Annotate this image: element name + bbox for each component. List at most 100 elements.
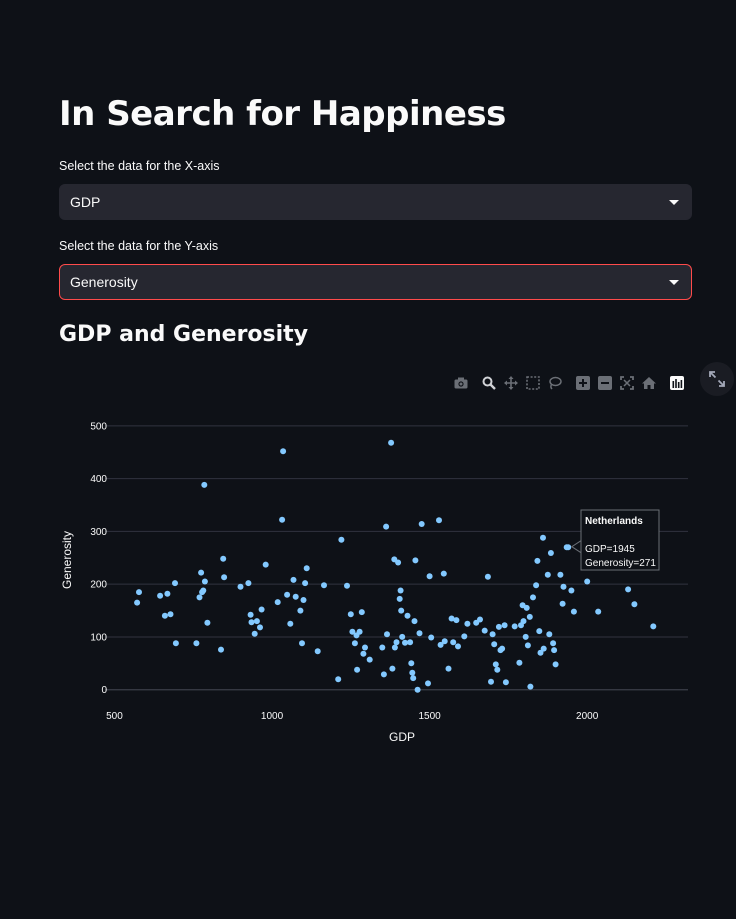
scatter-point[interactable] [380, 671, 387, 678]
scatter-point[interactable] [395, 559, 402, 566]
scatter-point[interactable] [196, 594, 203, 601]
scatter-point[interactable] [391, 644, 398, 651]
scatter-point[interactable] [551, 647, 558, 654]
scatter-point[interactable] [416, 630, 423, 637]
scatter-point[interactable] [650, 623, 657, 630]
pan-icon[interactable] [500, 374, 522, 392]
scatter-point[interactable] [383, 523, 390, 530]
scatter-point[interactable] [349, 628, 356, 635]
scatter-point[interactable] [384, 631, 390, 638]
scatter-plot[interactable]: 0 100 200 300 400 500 500 1000 1500 2000 GDP Gen… [0, 400, 736, 760]
scatter-point[interactable] [533, 582, 540, 589]
scatter-point[interactable] [550, 640, 557, 647]
camera-icon[interactable] [450, 374, 472, 392]
scatter-point[interactable] [398, 607, 405, 614]
scatter-point[interactable] [595, 608, 602, 615]
scatter-point[interactable] [321, 582, 327, 589]
zoom-in-icon[interactable] [572, 374, 594, 392]
scatter-point[interactable] [237, 583, 244, 590]
scatter-point[interactable] [526, 613, 533, 620]
fullscreen-button[interactable] [700, 362, 734, 396]
plotly-logo-icon[interactable] [666, 374, 688, 392]
scatter-point[interactable] [428, 634, 435, 641]
scatter-point[interactable] [425, 680, 431, 687]
scatter-point[interactable] [477, 616, 483, 623]
scatter-point[interactable] [303, 565, 310, 572]
scatter-point[interactable] [537, 649, 544, 656]
scatter-point[interactable] [409, 669, 416, 676]
scatter-point[interactable] [445, 665, 452, 672]
scatter-point[interactable] [393, 639, 400, 646]
scatter-point[interactable] [402, 639, 408, 646]
scatter-point[interactable] [134, 599, 141, 606]
y-axis-select[interactable]: Generosity [59, 264, 692, 300]
scatter-point[interactable] [245, 580, 252, 587]
scatter-point[interactable] [161, 612, 168, 619]
scatter-point[interactable] [314, 648, 321, 655]
scatter-point[interactable] [172, 640, 179, 647]
scatter-point[interactable] [279, 516, 286, 523]
scatter-point[interactable] [501, 622, 508, 629]
scatter-point[interactable] [522, 633, 529, 640]
scatter-point[interactable] [379, 644, 386, 651]
scatter-point[interactable] [488, 678, 494, 685]
scatter-point[interactable] [335, 676, 342, 683]
scatter-point[interactable] [262, 561, 269, 568]
scatter-point[interactable] [448, 615, 455, 622]
scatter-point[interactable] [404, 612, 411, 619]
scatter-point[interactable] [491, 641, 498, 648]
scatter-point[interactable] [258, 606, 265, 613]
scatter-point[interactable] [461, 633, 468, 640]
scatter-point[interactable] [389, 665, 396, 672]
scatter-point[interactable] [481, 627, 488, 634]
scatter-point[interactable] [284, 591, 291, 598]
scatter-point[interactable] [426, 573, 433, 580]
scatter-point[interactable] [399, 633, 406, 640]
scatter-point[interactable] [136, 589, 142, 596]
scatter-point[interactable] [351, 640, 358, 647]
scatter-point[interactable] [290, 576, 297, 583]
scatter-point[interactable] [492, 661, 499, 668]
scatter-point[interactable] [540, 645, 547, 652]
scatter-point[interactable] [157, 592, 164, 599]
scatter-point[interactable] [570, 608, 577, 615]
scatter-point[interactable] [536, 628, 543, 635]
scatter-point[interactable] [287, 620, 294, 627]
scatter-point[interactable] [253, 618, 260, 625]
scatter-point[interactable] [344, 582, 350, 589]
scatter-point[interactable] [547, 550, 554, 556]
scatter-point[interactable] [338, 536, 345, 543]
scatter-point[interactable] [292, 593, 299, 600]
scatter-point[interactable] [193, 640, 200, 647]
scatter-point[interactable] [631, 601, 638, 608]
scatter-point[interactable] [546, 631, 553, 638]
scatter-point[interactable] [297, 607, 304, 614]
scatter-point[interactable] [396, 595, 403, 602]
x-axis-select[interactable]: GDP [59, 184, 692, 220]
scatter-point[interactable] [527, 683, 534, 690]
scatter-point[interactable] [455, 643, 461, 650]
scatter-point[interactable] [362, 644, 368, 651]
scatter-point[interactable] [516, 659, 523, 666]
scatter-point[interactable] [172, 580, 178, 587]
scatter-point[interactable] [299, 640, 305, 647]
scatter-point[interactable] [366, 656, 373, 663]
scatter-point[interactable] [201, 578, 208, 585]
scatter-point[interactable] [407, 639, 414, 646]
scatter-point[interactable] [453, 617, 460, 624]
scatter-point[interactable] [397, 587, 404, 594]
scatter-point[interactable] [354, 666, 361, 673]
lasso-icon[interactable] [544, 374, 566, 392]
scatter-point[interactable] [544, 571, 551, 578]
scatter-point[interactable] [511, 623, 518, 630]
scatter-point[interactable] [540, 534, 546, 541]
scatter-point[interactable] [464, 620, 471, 627]
scatter-point[interactable] [257, 624, 263, 631]
scatter-point[interactable] [204, 619, 211, 626]
scatter-point[interactable] [523, 604, 530, 611]
scatter-point[interactable] [502, 679, 509, 686]
scatter-point[interactable] [247, 611, 254, 618]
zoom-out-icon[interactable] [594, 374, 616, 392]
scatter-point[interactable] [418, 521, 425, 527]
scatter-point[interactable] [356, 628, 363, 635]
